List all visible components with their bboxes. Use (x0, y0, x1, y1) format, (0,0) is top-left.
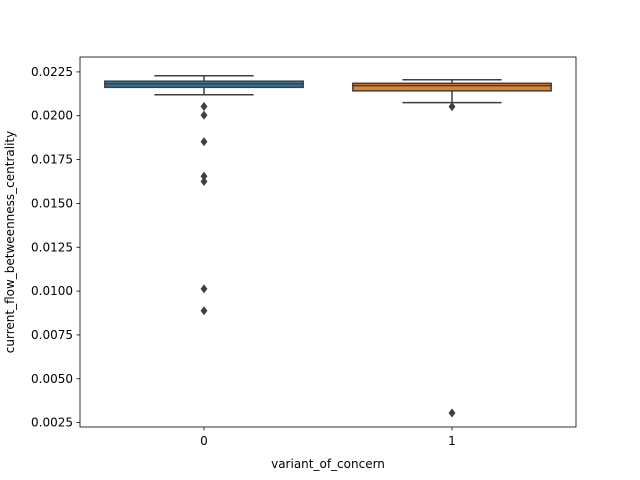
box-group-0 (104, 75, 304, 316)
x-tick-label: 1 (448, 434, 456, 448)
y-tick-label: 0.0175 (31, 153, 73, 167)
box-iqr (352, 82, 552, 92)
y-axis: 0.0025 0.0050 0.0075 0.0100 0.0125 0.0150 0.01… (31, 65, 80, 430)
outlier-point (200, 137, 208, 147)
y-tick-label: 0.0075 (31, 328, 73, 342)
y-axis-label: current_flow_betweenness_centrality (3, 131, 17, 353)
outlier-point (448, 408, 456, 418)
outlier-point (200, 110, 208, 120)
y-tick-label: 0.0225 (31, 65, 73, 79)
outlier-point (200, 176, 208, 187)
y-tick-label: 0.0200 (31, 109, 73, 123)
axes-frame (79, 56, 577, 428)
plot-area (104, 75, 552, 418)
outlier-point (200, 284, 208, 294)
y-tick-label: 0.0125 (31, 240, 73, 254)
x-axis-label: variant_of_concern (271, 457, 385, 471)
y-tick-label: 0.0150 (31, 196, 73, 210)
y-tick-label: 0.0050 (31, 372, 73, 386)
y-tick-label: 0.0025 (31, 416, 73, 430)
y-tick-label: 0.0100 (31, 284, 73, 298)
x-tick-label: 0 (200, 434, 208, 448)
box-group-1 (352, 79, 552, 418)
outlier-point (448, 102, 456, 112)
outlier-point (200, 101, 208, 112)
outlier-point (200, 306, 208, 316)
